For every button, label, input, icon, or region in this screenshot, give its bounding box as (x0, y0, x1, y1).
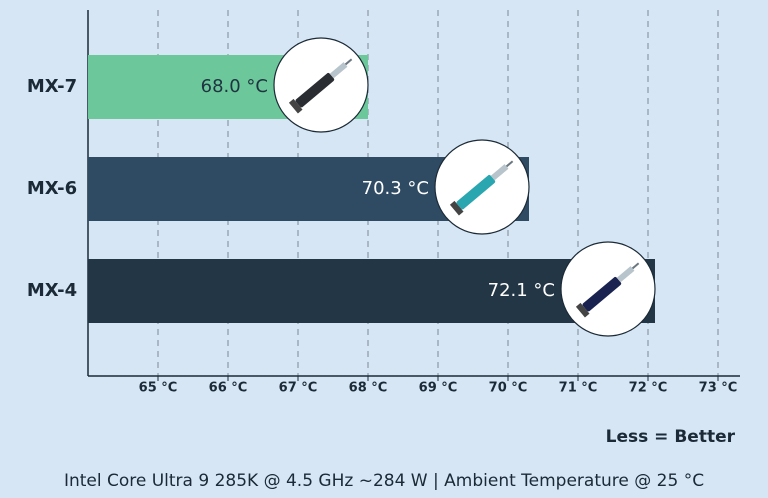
syringe-plunger (288, 98, 303, 114)
x-tick-label: 73 °C (699, 381, 738, 396)
x-tick-label: 68 °C (349, 381, 388, 396)
x-tick-label: 65 °C (139, 381, 178, 396)
syringe (575, 262, 640, 318)
annotation: Less = Better (606, 427, 736, 447)
syringe-needle (344, 58, 353, 66)
x-tick-label: 72 °C (629, 381, 668, 396)
syringe (449, 160, 514, 216)
x-tick-label: 67 °C (279, 381, 318, 396)
syringe-plunger (449, 200, 464, 216)
x-tick-label: 71 °C (559, 381, 598, 396)
category-label: MX-6 (27, 178, 77, 199)
x-tick-label: 69 °C (419, 381, 458, 396)
syringe-body (456, 174, 496, 210)
value-label: 70.3 °C (362, 178, 429, 199)
syringe-plunger (575, 302, 590, 318)
category-label: MX-7 (27, 76, 77, 97)
x-tick-label: 70 °C (489, 381, 528, 396)
syringe-body (582, 276, 622, 312)
syringe-needle (631, 262, 640, 270)
syringe (288, 58, 353, 114)
category-label: MX-4 (27, 280, 77, 301)
value-label: 68.0 °C (201, 76, 268, 97)
footnote: Intel Core Ultra 9 285K @ 4.5 GHz ~284 W… (64, 471, 704, 491)
syringe-tip (616, 266, 635, 283)
syringe-tip (490, 164, 509, 181)
x-tick-label: 66 °C (209, 381, 248, 396)
syringe-body (295, 72, 335, 108)
syringe-needle (505, 160, 514, 168)
syringe-tip (329, 62, 348, 79)
value-label: 72.1 °C (488, 280, 555, 301)
